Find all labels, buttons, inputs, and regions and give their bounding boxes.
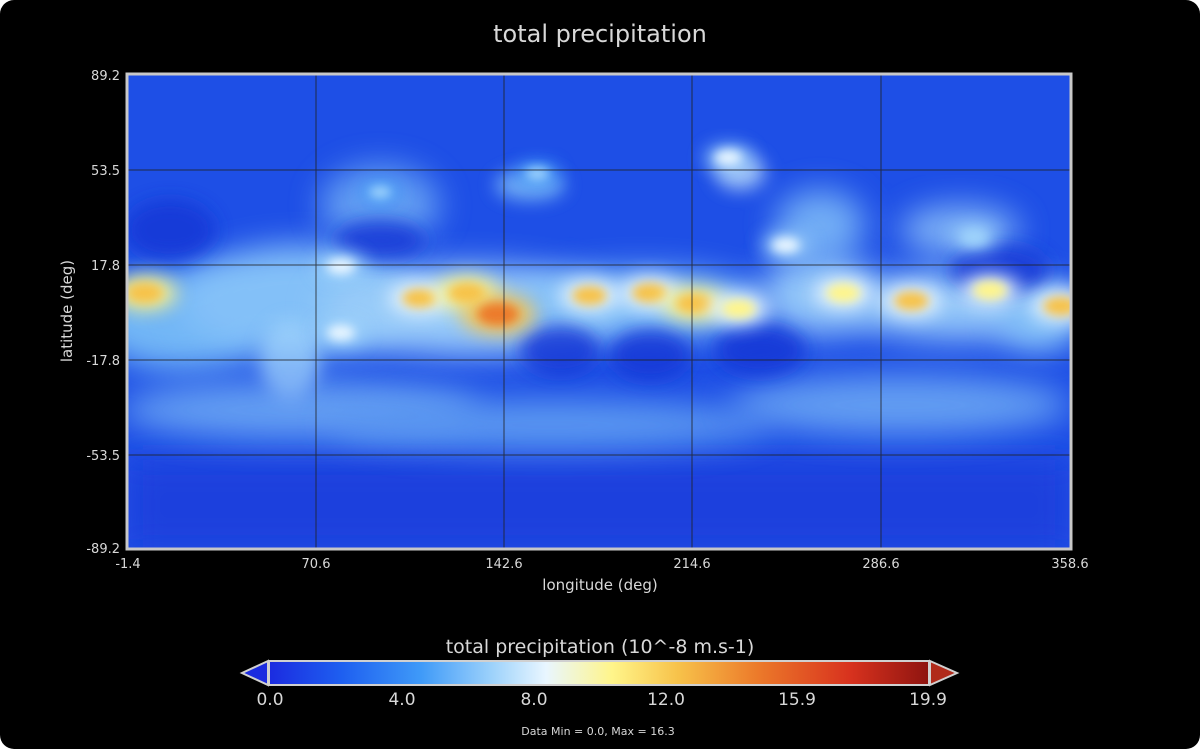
precipitation-peak (368, 185, 392, 199)
x-tick-label: 286.6 (862, 557, 899, 572)
x-tick-label: 214.6 (673, 557, 710, 572)
colorbar-over-arrow (929, 659, 960, 687)
precipitation-peak (1043, 296, 1070, 316)
precipitation-peak (894, 291, 929, 311)
y-tick-label: -17.8 (86, 354, 120, 369)
precipitation-peak (128, 282, 163, 303)
precipitation-peak (676, 293, 713, 314)
colorbar (268, 660, 930, 686)
colorbar-under-arrow (239, 659, 269, 687)
precipitation-peak (961, 230, 988, 245)
chart-title: total precipitation (493, 20, 707, 48)
precipitation-peak (572, 286, 607, 306)
precipitation-peak (721, 299, 756, 319)
colorbar-ticks: 0.0 4.0 8.0 12.0 15.9 19.9 (256, 690, 946, 710)
precipitation-peak (973, 281, 1007, 300)
precipitation-peak (826, 283, 861, 303)
precipitation-peak (715, 150, 742, 166)
y-tick-label: -89.2 (86, 542, 120, 557)
colorbar-tick-label: 15.9 (778, 690, 816, 710)
precipitation-peak (327, 258, 355, 275)
x-tick-label: 70.6 (302, 557, 331, 572)
precipitation-peak (632, 283, 668, 303)
grid-lines (128, 75, 1070, 548)
colorbar-title: total precipitation (10^-8 m.s-1) (446, 636, 755, 658)
precipitation-peak (327, 325, 355, 341)
precipitation-peak (525, 167, 550, 181)
plot-border (125, 72, 1073, 551)
y-tick-label: -53.5 (86, 449, 120, 464)
x-tick-label: 142.6 (485, 557, 522, 572)
y-tick-label: 17.8 (91, 259, 120, 274)
x-tick-label: 358.6 (1051, 557, 1088, 572)
y-tick-labels: 89.2 53.5 17.8 -17.8 -53.5 -89.2 (86, 69, 120, 557)
colorbar-tick-label: 8.0 (520, 690, 547, 710)
colorbar-tick-label: 19.9 (909, 690, 947, 710)
precipitation-peak (772, 237, 800, 253)
precipitation-peak (402, 288, 437, 308)
y-tick-label: 89.2 (91, 69, 120, 84)
colorbar-tick-label: 0.0 (256, 690, 283, 710)
colorbar-tick-label: 12.0 (647, 690, 685, 710)
colorbar-tick-label: 4.0 (388, 690, 415, 710)
x-tick-labels: -1.4 70.6 142.6 214.6 286.6 358.6 (115, 557, 1088, 572)
y-axis-label: latitude (deg) (58, 260, 76, 362)
y-tick-label: 53.5 (91, 164, 120, 179)
precipitation-maxima (128, 144, 1070, 347)
x-axis-label: longitude (deg) (542, 576, 657, 594)
precipitation-peak (477, 302, 519, 326)
x-tick-label: -1.4 (115, 557, 140, 572)
heatmap-field (128, 75, 1070, 548)
data-min-max-note: Data Min = 0.0, Max = 16.3 (521, 725, 674, 738)
